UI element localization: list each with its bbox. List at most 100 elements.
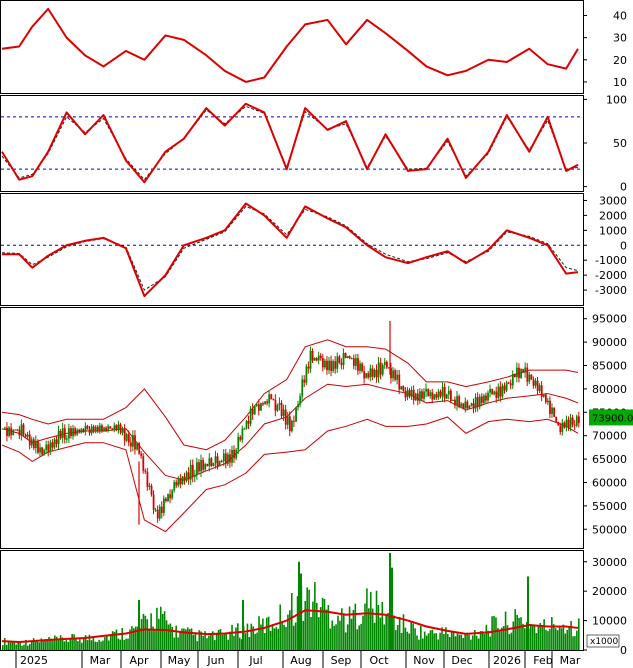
candle-body [163,498,165,513]
volume-bar [179,631,181,650]
volume-bar [377,604,380,650]
candle-body [383,361,386,366]
candle-body [485,395,487,401]
candle-body [55,439,58,445]
volume-bar [452,632,455,650]
volume-bar [497,628,499,650]
volume-bar [211,631,214,650]
volume-bar [69,638,72,650]
candle-body [315,357,318,361]
candle-body [167,494,169,502]
volume-bar [281,622,283,650]
volume-bar [21,645,23,650]
volume-bar [67,642,70,650]
volume-bar [244,633,247,650]
candle-body [305,366,308,383]
candle-body [536,380,539,391]
candle-body [109,426,112,429]
x-tick-label: Apr [129,654,149,667]
volume-bar [2,645,4,650]
volume-bar [27,645,29,650]
candle-body [66,438,68,440]
candle-body [222,453,225,462]
candle-body [377,362,380,378]
volume-bar [3,638,6,650]
candle-body [18,429,21,436]
volume-bar [254,633,256,650]
volume-bar [107,640,110,650]
volume-bar [233,635,235,650]
candle-body [200,459,202,472]
volume-bar [331,620,334,650]
volume-bar [86,640,89,650]
volume-bar [32,638,35,650]
volume-bar [425,635,428,650]
candle-body [96,426,99,432]
volume-bar [406,631,409,650]
candle-body [187,472,190,480]
candle-body [146,471,149,487]
candle-body [544,394,547,403]
volume-bar [73,634,75,650]
candle-body [569,417,572,428]
candle-body [125,434,128,441]
price-ytick-label: 50000 [592,523,627,536]
volume-bar [344,632,347,650]
candle-body [32,439,35,449]
candle-body [410,389,413,397]
candle-body [553,407,556,417]
volume-bar [568,626,570,650]
volume-bar [574,636,576,650]
candle-body [309,350,312,369]
candle-body [509,383,512,386]
candle-body [402,386,405,391]
candle-body [419,391,421,401]
volume-bar [321,597,324,650]
candle-body [103,427,105,432]
price-ytick-label: 70000 [592,430,627,443]
candle-body [330,360,333,372]
candle-body [86,425,89,429]
volume-bar [298,561,300,650]
candle-body [375,369,378,378]
volume-multiplier-label: x1000 [590,637,619,647]
volume-bar [495,617,497,650]
candle-body [452,399,454,401]
volume-bar [7,641,10,650]
candle-body [144,470,147,472]
macd-ytick-label: 0 [620,239,627,252]
volume-bar [339,620,341,650]
bollinger-band-line [1,339,579,451]
volume-bar [314,582,316,650]
volume-bar [381,601,384,650]
candle-body [243,428,246,430]
x-tick-label: Sep [331,654,352,667]
candle-body [4,427,6,429]
volume-bar [142,613,145,650]
candle-body [559,425,562,432]
candle-body [2,428,4,430]
volume-bar [71,633,73,650]
volume-bar [9,642,12,650]
candle-body [270,394,273,400]
candle-body [105,427,108,431]
candle-body [336,356,339,369]
candle-body [119,424,122,433]
volume-bar [499,631,501,650]
candle-body [82,429,85,432]
candle-body [505,382,508,391]
candle-body [278,402,281,405]
candle-body [179,478,182,485]
volume-bar [44,639,46,650]
candle-body [319,355,322,359]
macd-ytick-label: -2000 [595,269,627,282]
candle-body [165,498,167,502]
volume-bar [329,628,332,650]
volume-ytick-label: 10000 [592,615,627,628]
volume-bar [356,629,359,650]
candle-body [431,392,434,400]
volume-bar [394,630,397,650]
candle-body [423,391,425,399]
candle-body [284,409,287,425]
candle-body [262,403,264,405]
